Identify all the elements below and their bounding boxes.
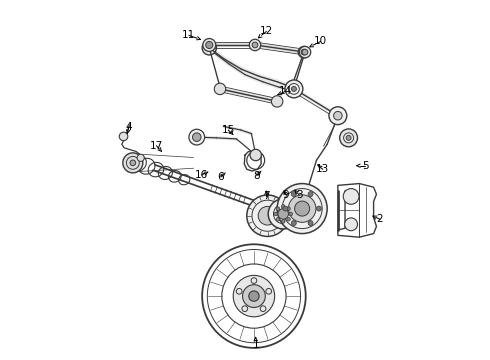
Circle shape xyxy=(123,153,143,173)
Text: 1: 1 xyxy=(252,340,259,350)
Circle shape xyxy=(276,217,280,221)
Circle shape xyxy=(189,129,205,145)
Circle shape xyxy=(268,199,298,229)
Circle shape xyxy=(298,46,310,58)
Circle shape xyxy=(119,132,128,141)
Circle shape xyxy=(249,39,261,51)
Circle shape xyxy=(289,212,293,216)
Text: 17: 17 xyxy=(150,141,163,151)
Circle shape xyxy=(278,209,289,219)
Circle shape xyxy=(274,212,277,216)
Circle shape xyxy=(206,41,213,49)
Circle shape xyxy=(281,220,285,223)
Circle shape xyxy=(344,218,358,231)
Text: 2: 2 xyxy=(377,214,383,224)
Circle shape xyxy=(233,275,275,317)
Circle shape xyxy=(271,96,283,107)
Circle shape xyxy=(250,149,262,161)
Circle shape xyxy=(203,39,216,51)
Circle shape xyxy=(247,195,288,237)
Circle shape xyxy=(281,204,285,208)
Circle shape xyxy=(130,160,136,166)
Text: 5: 5 xyxy=(362,161,368,171)
Circle shape xyxy=(206,44,213,51)
Text: 10: 10 xyxy=(314,36,327,46)
Circle shape xyxy=(302,49,308,55)
Circle shape xyxy=(287,217,291,221)
Circle shape xyxy=(285,80,303,98)
Circle shape xyxy=(301,49,307,55)
Circle shape xyxy=(308,221,313,226)
Circle shape xyxy=(202,41,217,55)
Circle shape xyxy=(249,291,259,301)
Circle shape xyxy=(346,135,351,140)
Circle shape xyxy=(291,221,296,226)
Circle shape xyxy=(292,86,296,91)
Circle shape xyxy=(299,46,311,58)
Text: 13: 13 xyxy=(316,164,329,174)
Circle shape xyxy=(317,206,321,211)
Circle shape xyxy=(291,192,296,197)
Text: 12: 12 xyxy=(260,26,273,36)
Circle shape xyxy=(283,206,288,211)
Text: 9: 9 xyxy=(283,190,290,200)
Text: 7: 7 xyxy=(263,191,270,201)
Circle shape xyxy=(193,133,201,141)
Circle shape xyxy=(258,206,277,225)
Text: 4: 4 xyxy=(125,122,132,132)
Text: 8: 8 xyxy=(253,171,260,181)
Circle shape xyxy=(289,195,316,222)
Circle shape xyxy=(277,184,327,234)
Text: 3: 3 xyxy=(296,190,303,200)
Circle shape xyxy=(287,207,291,211)
Circle shape xyxy=(276,207,280,211)
Circle shape xyxy=(329,107,347,125)
Text: 14: 14 xyxy=(279,86,292,96)
Circle shape xyxy=(243,285,265,307)
Text: 11: 11 xyxy=(182,30,196,40)
Circle shape xyxy=(294,201,310,216)
Circle shape xyxy=(137,154,144,161)
Circle shape xyxy=(334,111,342,120)
Text: 16: 16 xyxy=(195,170,208,180)
Circle shape xyxy=(340,129,358,147)
Circle shape xyxy=(308,192,313,197)
Circle shape xyxy=(343,189,359,204)
Circle shape xyxy=(252,42,258,48)
Text: 15: 15 xyxy=(221,125,235,135)
Circle shape xyxy=(214,83,226,95)
Text: 6: 6 xyxy=(218,172,224,182)
